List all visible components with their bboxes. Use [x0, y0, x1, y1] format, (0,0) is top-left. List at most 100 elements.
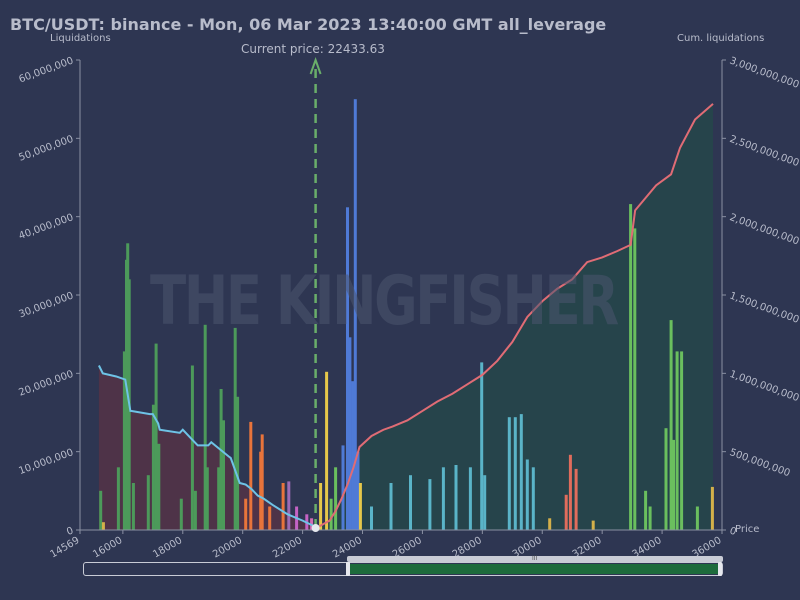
- left-tick-label-1: 10,000,000: [17, 447, 75, 477]
- bar-72: [710, 486, 714, 530]
- bar-71: [695, 506, 699, 530]
- bar-49: [468, 467, 472, 530]
- cumulative-long-line: [98, 365, 317, 528]
- bar-21: [236, 396, 240, 530]
- bar-22: [244, 498, 248, 530]
- bar-67: [669, 320, 673, 530]
- bar-19: [222, 420, 225, 530]
- bar-61: [591, 520, 595, 530]
- navigator-scrollbar[interactable]: [347, 556, 723, 562]
- left-tick-label-6: 60,000,000: [17, 55, 75, 85]
- bar-62: [629, 204, 633, 530]
- x-tick-label-2: 18000: [151, 535, 184, 560]
- bar-53: [513, 417, 517, 530]
- bar-57: [564, 494, 568, 531]
- cumulative-short-line: [315, 103, 714, 530]
- chart-title: BTC/USDT: binance - Mon, 06 Mar 2023 13:…: [10, 15, 607, 34]
- bar-69: [675, 351, 679, 530]
- bar-68: [672, 439, 675, 530]
- right-tick-label-0: 0: [728, 525, 738, 538]
- bar-17: [217, 467, 221, 530]
- bar-1: [101, 522, 105, 530]
- navigator-selected-range[interactable]: [349, 564, 721, 574]
- bar-34: [329, 498, 333, 530]
- navigator-left-handle[interactable]: [346, 562, 350, 576]
- bar-33: [325, 371, 329, 530]
- bar-26: [268, 506, 272, 530]
- bar-14: [193, 490, 197, 530]
- bar-44: [389, 483, 393, 530]
- bar-39: [351, 381, 355, 530]
- bar-3: [122, 351, 126, 530]
- bar-46: [428, 479, 432, 530]
- bar-0: [99, 490, 103, 530]
- bar-55: [525, 459, 529, 530]
- bar-15: [203, 324, 207, 530]
- bar-64: [644, 490, 648, 530]
- x-tick-label-3: 20000: [211, 535, 244, 560]
- right-tick-label-2: 1,000,000,000: [728, 369, 800, 404]
- bar-16: [205, 467, 209, 530]
- bar-63: [633, 228, 637, 530]
- right-tick-label-5: 2,500,000,000: [728, 134, 800, 169]
- bar-10: [154, 343, 158, 530]
- bar-66: [664, 428, 668, 530]
- bar-27: [281, 483, 285, 530]
- bar-32: [319, 483, 323, 530]
- right-tick-label-3: 1,500,000,000: [728, 290, 800, 325]
- bar-12: [179, 498, 183, 530]
- right-tick-label-4: 2,000,000,000: [728, 212, 800, 247]
- bar-45: [409, 475, 412, 530]
- bar-65: [648, 506, 652, 530]
- cumulative-lines-group: [98, 103, 714, 530]
- bar-52: [507, 417, 511, 530]
- navigator-right-handle[interactable]: [718, 562, 722, 576]
- x-tick-label-1: 16000: [91, 535, 124, 560]
- navigator-grip[interactable]: III: [532, 555, 538, 562]
- left-tick-label-5: 50,000,000: [17, 134, 75, 164]
- bar-23: [249, 421, 253, 530]
- bar-36: [341, 445, 345, 530]
- bar-50: [480, 362, 484, 530]
- cumulative-short-area: [315, 103, 714, 530]
- right-tick-label-6: 3,000,000,000: [728, 55, 800, 90]
- current-price-arrow: [309, 57, 322, 75]
- current-price-dot: [311, 524, 320, 532]
- bar-8: [146, 475, 150, 530]
- left-tick-label-3: 30,000,000: [17, 290, 75, 320]
- bar-58: [568, 454, 572, 530]
- x-axis-label: Price: [735, 524, 760, 535]
- left-axis-label: Liquidations: [50, 33, 111, 44]
- current-price-marker: [309, 57, 322, 532]
- bar-38: [348, 337, 352, 530]
- bar-70: [680, 351, 684, 530]
- bar-37: [346, 207, 349, 531]
- bar-2: [116, 467, 120, 530]
- bar-40: [353, 99, 357, 530]
- bar-13: [190, 365, 194, 530]
- left-tick-label-4: 40,000,000: [17, 212, 75, 242]
- bar-59: [574, 468, 578, 530]
- bar-28: [287, 481, 291, 530]
- range-navigator[interactable]: [83, 562, 723, 576]
- x-tick-label-0: 14569: [48, 535, 81, 560]
- bar-41: [356, 451, 360, 530]
- bar-48: [454, 465, 458, 530]
- bar-11: [157, 443, 161, 530]
- right-tick-label-1: 500,000,000: [728, 447, 792, 479]
- bar-18: [219, 389, 223, 530]
- bar-60: [548, 518, 552, 531]
- left-tick-label-0: 0: [65, 525, 75, 538]
- x-tick-label-4: 22000: [271, 535, 304, 560]
- bar-54: [519, 414, 523, 530]
- bar-7: [131, 483, 135, 530]
- bar-51: [483, 475, 487, 530]
- bar-42: [358, 483, 362, 530]
- bar-20: [233, 327, 237, 530]
- bar-43: [370, 506, 373, 530]
- right-axis-label: Cum. liquidations: [677, 33, 765, 44]
- bar-25: [260, 434, 264, 530]
- bar-35: [334, 467, 338, 530]
- left-tick-label-2: 20,000,000: [17, 369, 75, 399]
